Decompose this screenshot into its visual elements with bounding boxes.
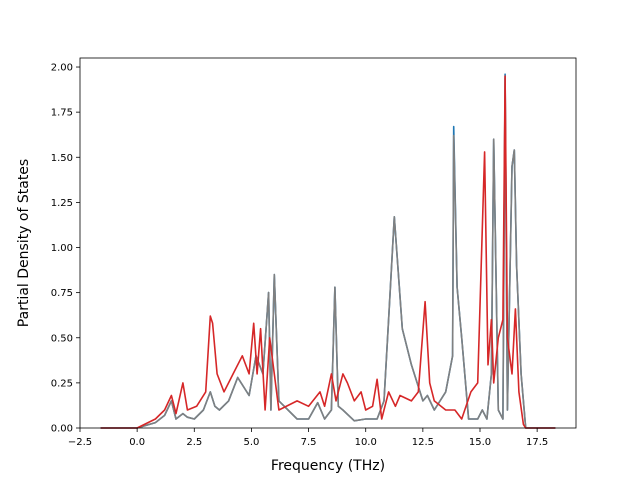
- y-tick-label: 1.25: [51, 198, 73, 209]
- x-tick-label: 7.5: [301, 437, 317, 448]
- x-axis-ticks: −2.5 0.0 2.5 5.0 7.5 10.0 12.5 15.0 17.5: [68, 428, 548, 448]
- y-tick-label: 1.50: [51, 153, 73, 164]
- x-tick-label: 0.0: [129, 437, 145, 448]
- y-tick-label: 0.75: [51, 288, 73, 299]
- x-tick-label: 17.5: [526, 437, 548, 448]
- y-tick-label: 0.25: [51, 378, 73, 389]
- x-tick-label: 5.0: [243, 437, 259, 448]
- x-tick-label: −2.5: [68, 437, 92, 448]
- y-tick-label: 2.00: [51, 63, 73, 74]
- series-line-3: [100, 75, 556, 429]
- series-line-2: [100, 77, 556, 429]
- x-tick-label: 2.5: [186, 437, 202, 448]
- x-axis-label: Frequency (THz): [271, 458, 385, 474]
- plot-frame: [79, 57, 577, 429]
- series-layer: [100, 73, 556, 429]
- y-axis-ticks: 0.00 0.25 0.50 0.75 1.00 1.25 1.50 1.75 2.00: [51, 63, 80, 435]
- y-tick-label: 0.00: [51, 424, 73, 435]
- y-tick-label: 1.00: [51, 243, 73, 254]
- x-tick-label: 12.5: [412, 437, 434, 448]
- y-tick-label: 0.50: [51, 333, 73, 344]
- y-axis-label: Partial Density of States: [16, 159, 32, 327]
- y-tick-label: 1.75: [51, 108, 73, 119]
- x-tick-label: 15.0: [469, 437, 491, 448]
- x-tick-label: 10.0: [355, 437, 377, 448]
